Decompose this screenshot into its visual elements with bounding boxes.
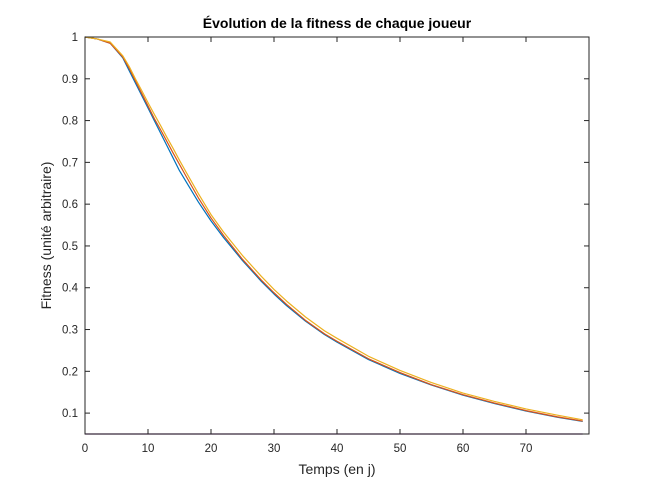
x-axis-label: Temps (en j): [298, 461, 375, 477]
y-tick-label: 0.4: [62, 283, 79, 295]
x-tick-label: 40: [331, 443, 344, 455]
chart-title: Évolution de la fitness de chaque joueur: [203, 15, 472, 31]
y-tick-label: 0.1: [62, 408, 78, 420]
x-tick-label: 60: [457, 443, 470, 455]
x-tick-label: 70: [520, 443, 533, 455]
y-tick-label: 1: [72, 32, 78, 44]
series-line-2: [84, 36, 583, 422]
x-tick-label: 50: [394, 443, 407, 455]
y-tick-label: 0.7: [62, 157, 78, 169]
x-tick-label: 20: [205, 443, 218, 455]
plot-area: [85, 37, 589, 434]
y-tick-label: 0.9: [62, 74, 78, 86]
x-tick-label: 30: [268, 443, 281, 455]
y-tick-label: 0.8: [62, 116, 78, 128]
x-tick-label: 10: [142, 443, 155, 455]
series-line-3: [84, 36, 583, 421]
y-tick-label: 0.2: [62, 366, 78, 378]
y-tick-label: 0.3: [62, 325, 78, 337]
y-axis-label: Fitness (unité arbitraire): [38, 162, 54, 310]
y-tick-label: 0.6: [62, 199, 78, 211]
tick-layer: 0 10 20 30 40 50 60 70 0.1 0.2 0.3 0.4 0.5 0.6 0.7 0.8 0…: [62, 32, 589, 455]
x-tick-label: 0: [82, 443, 88, 455]
y-tick-label: 0.5: [62, 241, 78, 253]
